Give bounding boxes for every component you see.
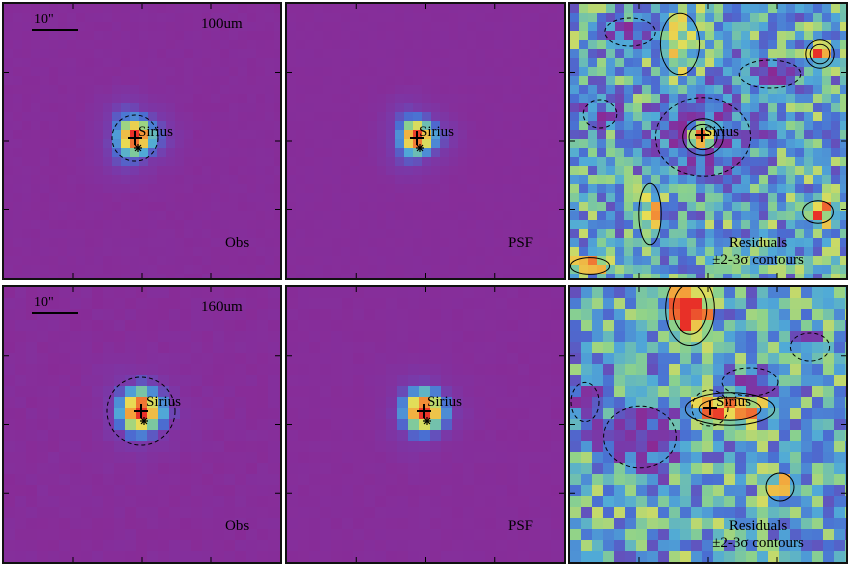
- position-cross-marker: [134, 404, 148, 418]
- residual-panel-100um: Sirius Residuals ±2-3σ contours: [568, 2, 848, 280]
- psf-panel-160um: Sirius PSF: [285, 285, 566, 564]
- pixel-grid: [570, 4, 846, 278]
- aperture-circle: [111, 114, 159, 162]
- psf-image-160um: [287, 287, 564, 562]
- psf-label: PSF: [508, 235, 534, 251]
- obs-image-160um: [4, 287, 280, 562]
- pixel-grid: [4, 287, 280, 562]
- asterisk-marker: [134, 144, 142, 152]
- source-label: Sirius: [138, 124, 174, 140]
- axis-ticks: [570, 287, 846, 562]
- axis-ticks: [287, 4, 564, 278]
- axis-ticks: [4, 287, 280, 562]
- asterisk-marker: [416, 144, 424, 152]
- pixel-grid: [287, 287, 564, 562]
- residual-caption: Residuals ±2-3σ contours: [678, 518, 838, 552]
- residual-caption: Residuals ±2-3σ contours: [678, 235, 838, 269]
- psf-image-100um: [287, 4, 564, 278]
- axis-ticks: [4, 4, 280, 278]
- residual-panel-160um: Sirius Residuals ±2-3σ contours: [568, 285, 848, 564]
- residual-subtitle: ±2-3σ contours: [712, 535, 804, 551]
- residual-title: Residuals: [728, 518, 788, 534]
- scale-bar-label: 10": [34, 12, 54, 27]
- obs-label: Obs: [225, 235, 250, 251]
- residual-subtitle: ±2-3σ contours: [712, 252, 804, 268]
- asterisk-marker: [140, 417, 148, 425]
- axis-ticks: [570, 4, 846, 278]
- position-cross-marker: [128, 131, 142, 145]
- contour-lines: [570, 12, 835, 275]
- position-cross-marker: [410, 131, 424, 145]
- pixel-grid: [287, 4, 564, 278]
- axis-ticks: [287, 287, 564, 562]
- residual-image-100um: [570, 4, 846, 278]
- source-label: Sirius: [704, 124, 740, 140]
- residual-image-160um: [570, 287, 846, 562]
- obs-label: Obs: [225, 518, 250, 534]
- obs-panel-100um: 100um 10" Sirius Obs: [2, 2, 282, 280]
- scale-bar-label: 10": [34, 295, 54, 310]
- obs-image-100um: [4, 4, 280, 278]
- aperture-circle: [106, 376, 176, 446]
- source-label: Sirius: [419, 124, 455, 140]
- residual-title: Residuals: [728, 235, 788, 251]
- position-cross-marker: [417, 404, 431, 418]
- asterisk-marker: [423, 417, 431, 425]
- source-label: Sirius: [716, 394, 752, 410]
- aperture-circle: [691, 389, 729, 427]
- pixel-grid: [4, 4, 280, 278]
- obs-panel-160um: 160um 10" Sirius Obs: [2, 285, 282, 564]
- band-label: 100um: [201, 16, 243, 32]
- psf-panel-100um: Sirius PSF: [285, 2, 566, 280]
- band-label: 160um: [201, 299, 243, 315]
- source-label: Sirius: [427, 394, 463, 410]
- psf-label: PSF: [508, 518, 534, 534]
- source-label: Sirius: [146, 394, 182, 410]
- contour-lines: [570, 287, 831, 502]
- position-cross-marker: [703, 401, 717, 415]
- position-cross-marker: [695, 128, 709, 142]
